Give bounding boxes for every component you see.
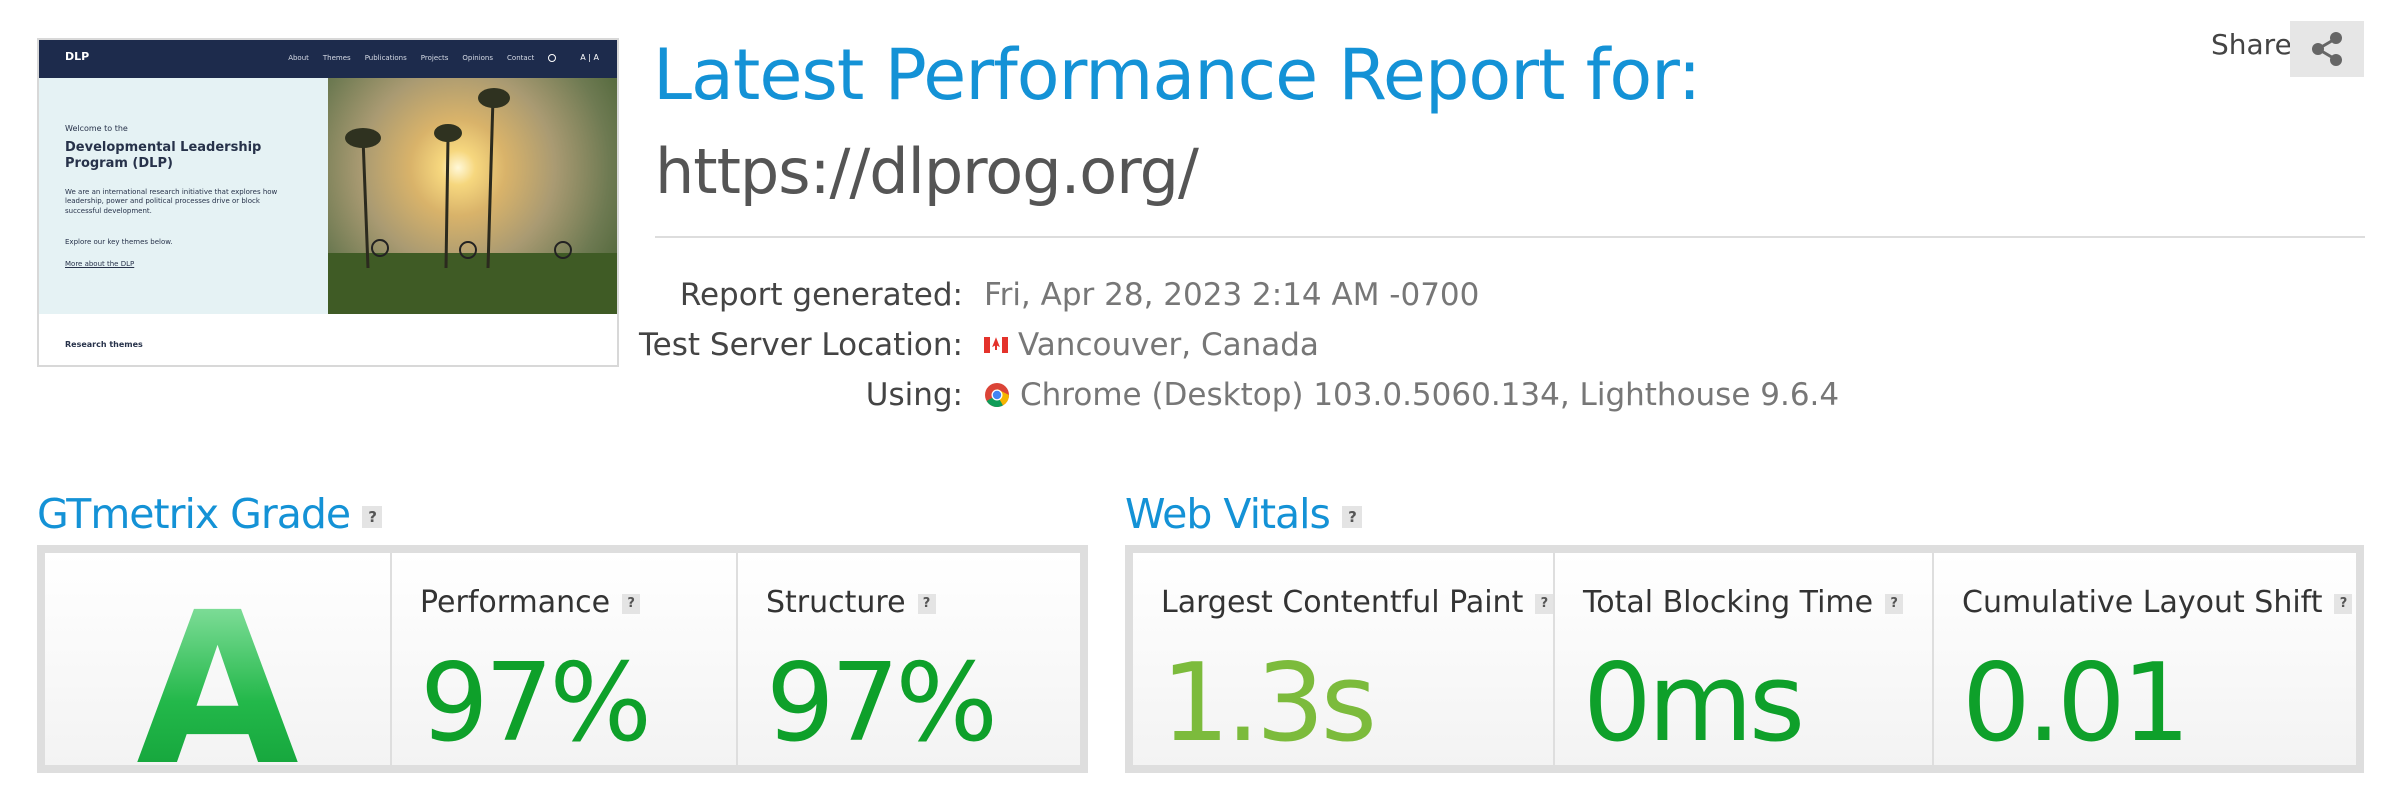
report-url: https://dlprog.org/ — [655, 135, 1199, 208]
tree — [361, 137, 370, 269]
metric-label-text: Performance — [420, 585, 611, 620]
metric-cell: Cumulative Layout Shift? 0.01 — [1934, 553, 2356, 766]
photo-silhouettes — [328, 88, 617, 314]
thumb-section: Research themes — [65, 340, 143, 349]
share-dot — [2330, 32, 2342, 44]
thumb-font-toggle: A | A — [580, 53, 599, 62]
site-thumbnail: DLP About Themes Publications Projects Opini… — [37, 38, 619, 367]
metric-value: 1.3s — [1161, 641, 1377, 766]
metric-value: 0ms — [1583, 641, 1805, 766]
thumb-nav-item: Themes — [322, 53, 351, 62]
help-icon[interactable]: ? — [622, 593, 641, 614]
metric-label-text: Structure — [766, 585, 906, 620]
thumb-heading: Developmental Leadership Program (DLP) — [65, 140, 262, 172]
metric-label-text: Largest Contentful Paint — [1161, 585, 1524, 620]
bike — [371, 239, 389, 257]
tree — [478, 88, 510, 108]
detail-label: Report generated: — [679, 277, 963, 313]
grade-cell: A — [45, 553, 390, 812]
thumb-link: More about the DLP — [65, 260, 135, 268]
detail-value-text: Chrome (Desktop) 103.0.5060.134, Lightho… — [1020, 377, 1840, 413]
grade-heading: GTmetrix Grade? — [37, 490, 383, 538]
vitals-panel: Largest Contentful Paint? 1.3s Total Block… — [1125, 545, 2364, 773]
detail-value: Vancouver, Canada — [984, 327, 1319, 363]
metric-label: Structure? — [766, 585, 936, 620]
metric-cell: Structure? 97% — [738, 553, 1080, 766]
thumb-intro: Welcome to the — [65, 124, 128, 133]
metric-value: 97% — [420, 641, 652, 766]
metric-label-text: Cumulative Layout Shift — [1962, 585, 2323, 620]
help-icon[interactable]: ? — [1341, 506, 1362, 528]
tree — [486, 97, 495, 269]
help-icon[interactable]: ? — [1535, 593, 1554, 614]
tree — [444, 137, 450, 269]
detail-value-text: Vancouver, Canada — [1018, 327, 1319, 363]
metric-label: Performance? — [420, 585, 641, 620]
share-dot — [2330, 54, 2342, 66]
share-label[interactable]: Share — [2211, 28, 2292, 61]
metric-label: Largest Contentful Paint? — [1161, 585, 1554, 620]
metric-cell: Total Blocking Time? 0ms — [1555, 553, 1932, 766]
vitals-heading-text: Web Vitals — [1125, 490, 1331, 538]
thumb-nav: DLP About Themes Publications Projects Opini… — [39, 40, 617, 78]
detail-value: Fri, Apr 28, 2023 2:14 AM -0700 — [984, 277, 1479, 313]
thumb-nav-item: Publications — [364, 53, 407, 62]
detail-value: Chrome (Desktop) 103.0.5060.134, Lightho… — [984, 377, 1839, 413]
metric-value: 0.01 — [1962, 641, 2190, 766]
help-icon[interactable]: ? — [917, 593, 936, 614]
thumb-photo — [328, 78, 617, 314]
share-icon — [2312, 32, 2342, 66]
thumb-nav-item: About — [288, 53, 309, 62]
metric-label: Cumulative Layout Shift? — [1962, 585, 2353, 620]
bike — [554, 241, 572, 259]
thumb-cta: Explore our key themes below. — [65, 238, 173, 246]
report-title: Latest Performance Report for: — [653, 34, 1701, 116]
share-dot — [2312, 43, 2324, 55]
bike — [459, 241, 477, 259]
thumb-hero: Welcome to the Developmental Leadership … — [39, 78, 328, 314]
metric-label: Total Blocking Time? — [1583, 585, 1904, 620]
vitals-heading: Web Vitals? — [1125, 490, 1362, 538]
canada-flag — [984, 337, 1008, 353]
thumb-body: We are an international research initiat… — [65, 188, 278, 215]
help-icon[interactable]: ? — [1885, 593, 1904, 614]
metric-value: 97% — [766, 641, 998, 766]
thumb-nav-item: Contact — [507, 53, 535, 62]
help-icon[interactable]: ? — [2334, 593, 2353, 614]
grade-panel: A Performance? 97% Structure? 97% — [37, 545, 1088, 812]
grade-heading-text: GTmetrix Grade — [37, 490, 351, 538]
thumb-search — [548, 53, 557, 62]
tree — [345, 128, 381, 148]
thumb-nav-items: About Themes Publications Projects Opinions C… — [288, 53, 599, 62]
share-button[interactable] — [2290, 21, 2364, 77]
detail-label: Test Server Location: — [639, 327, 963, 363]
grass — [328, 253, 617, 314]
metric-cell: Performance? 97% — [392, 553, 736, 766]
thumb-nav-item: Projects — [420, 53, 449, 62]
thumb-nav-item: Opinions — [462, 53, 494, 62]
metric-label-text: Total Blocking Time — [1583, 585, 1874, 620]
tree — [434, 124, 462, 142]
detail-value-text: Fri, Apr 28, 2023 2:14 AM -0700 — [984, 277, 1480, 313]
chrome-icon — [985, 383, 1009, 408]
metric-cell: Largest Contentful Paint? 1.3s — [1133, 553, 1554, 766]
thumb-logo: DLP — [65, 50, 90, 63]
detail-label: Using: — [865, 377, 963, 413]
help-icon[interactable]: ? — [362, 506, 383, 528]
divider — [655, 236, 2365, 238]
grade-letter: A — [45, 567, 390, 812]
